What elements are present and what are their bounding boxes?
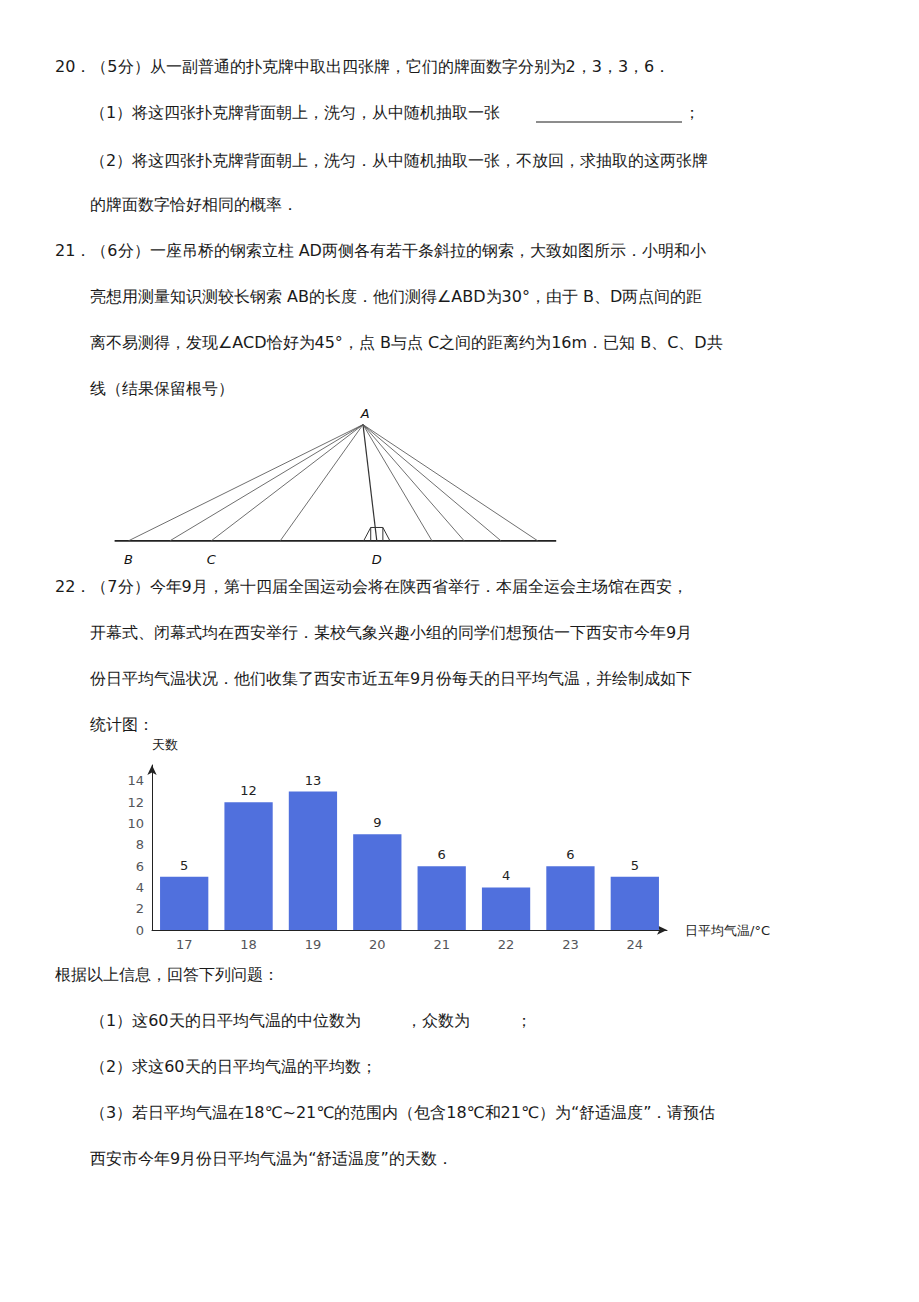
svg-text:C: C	[207, 552, 217, 567]
svg-text:B: B	[124, 552, 133, 567]
svg-text:21．（6分）一座吊桥的钢索立柱 AD两侧各有若干条斜拉的钢: 21．（6分）一座吊桥的钢索立柱 AD两侧各有若干条斜拉的钢索，大致如图所示．小…	[55, 241, 706, 260]
svg-text:6: 6	[566, 847, 574, 862]
svg-text:（3）若日平均气温在18℃~21℃的范围内（包含18℃和21: （3）若日平均气温在18℃~21℃的范围内（包含18℃和21℃）为“舒适温度”．…	[90, 1103, 715, 1122]
svg-text:天数: 天数	[152, 737, 178, 752]
svg-text:21: 21	[433, 937, 450, 952]
svg-text:离不易测得，发现∠ACD恰好为45°，点 B与点 C之间的距: 离不易测得，发现∠ACD恰好为45°，点 B与点 C之间的距离约为16m．已知 …	[90, 333, 723, 352]
svg-text:D: D	[372, 552, 382, 567]
svg-text:份日平均气温状况．他们收集了西安市近五年9月份每天的日平均气: 份日平均气温状况．他们收集了西安市近五年9月份每天的日平均气温，并绘制成如下	[90, 669, 692, 688]
svg-text:5: 5	[631, 858, 639, 873]
svg-text:西安市今年9月份日平均气温为“舒适温度”的天数．: 西安市今年9月份日平均气温为“舒适温度”的天数．	[90, 1149, 453, 1168]
svg-text:日平均气温/°C: 日平均气温/°C	[685, 923, 770, 938]
svg-text:6: 6	[438, 847, 446, 862]
svg-text:（2）求这60天的日平均气温的平均数；: （2）求这60天的日平均气温的平均数；	[90, 1057, 377, 1076]
svg-text:23: 23	[562, 937, 579, 952]
svg-text:13: 13	[305, 773, 322, 788]
svg-text:A: A	[360, 406, 370, 421]
svg-text:6: 6	[136, 859, 144, 874]
svg-text:亮想用测量知识测较长钢索 AB的长度．他们测得∠ABD为30: 亮想用测量知识测较长钢索 AB的长度．他们测得∠ABD为30°，由于 B、D两点…	[90, 287, 702, 306]
svg-text:19: 19	[305, 937, 322, 952]
svg-text:统计图：: 统计图：	[90, 715, 154, 734]
svg-text:18: 18	[240, 937, 257, 952]
svg-text:（1）这60天的日平均气温的中位数为 ，众数: （1）这60天的日平均气温的中位数为 ，众数为 ；	[90, 1011, 532, 1030]
svg-text:24: 24	[627, 937, 644, 952]
svg-text:12: 12	[127, 795, 144, 810]
svg-text:（1）将这四张扑克牌背面朝上，洗匀，从中随机抽取一张: （1）将这四张扑克牌背面朝上，洗匀，从中随机抽取一张	[90, 103, 500, 122]
svg-text:2: 2	[136, 901, 144, 916]
svg-text:开幕式、闭幕式均在西安举行．某校气象兴趣小组的同学们想预估一: 开幕式、闭幕式均在西安举行．某校气象兴趣小组的同学们想预估一下西安市今年9月	[90, 623, 692, 642]
svg-text:22: 22	[498, 937, 515, 952]
svg-text:20．（5分）从一副普通的扑克牌中取出四张牌，它们的牌面数字: 20．（5分）从一副普通的扑克牌中取出四张牌，它们的牌面数字分别为2，3，3，6…	[55, 57, 670, 76]
svg-text:9: 9	[373, 815, 381, 830]
svg-text:根据以上信息，回答下列问题：: 根据以上信息，回答下列问题：	[55, 965, 279, 984]
svg-text:；: ；	[684, 103, 700, 122]
svg-text:14: 14	[127, 773, 144, 788]
svg-text:10: 10	[127, 816, 144, 831]
svg-text:（2）将这四张扑克牌背面朝上，洗匀．从中随机抽取一张，不放回: （2）将这四张扑克牌背面朝上，洗匀．从中随机抽取一张，不放回，求抽取的这两张牌	[90, 151, 708, 170]
svg-text:0: 0	[136, 923, 144, 938]
svg-text:8: 8	[136, 837, 144, 852]
svg-text:的牌面数字恰好相同的概率．: 的牌面数字恰好相同的概率．	[90, 195, 298, 214]
svg-text:线（结果保留根号）: 线（结果保留根号）	[90, 379, 234, 398]
svg-text:12: 12	[240, 783, 257, 798]
svg-text:4: 4	[502, 868, 510, 883]
svg-text:4: 4	[136, 880, 144, 895]
svg-text:20: 20	[369, 937, 386, 952]
svg-text:22．（7分）今年9月，第十四届全国运动会将在陕西省举行．本: 22．（7分）今年9月，第十四届全国运动会将在陕西省举行．本届全运会主场馆在西安…	[55, 577, 688, 596]
svg-text:17: 17	[176, 937, 193, 952]
svg-text:5: 5	[180, 858, 188, 873]
